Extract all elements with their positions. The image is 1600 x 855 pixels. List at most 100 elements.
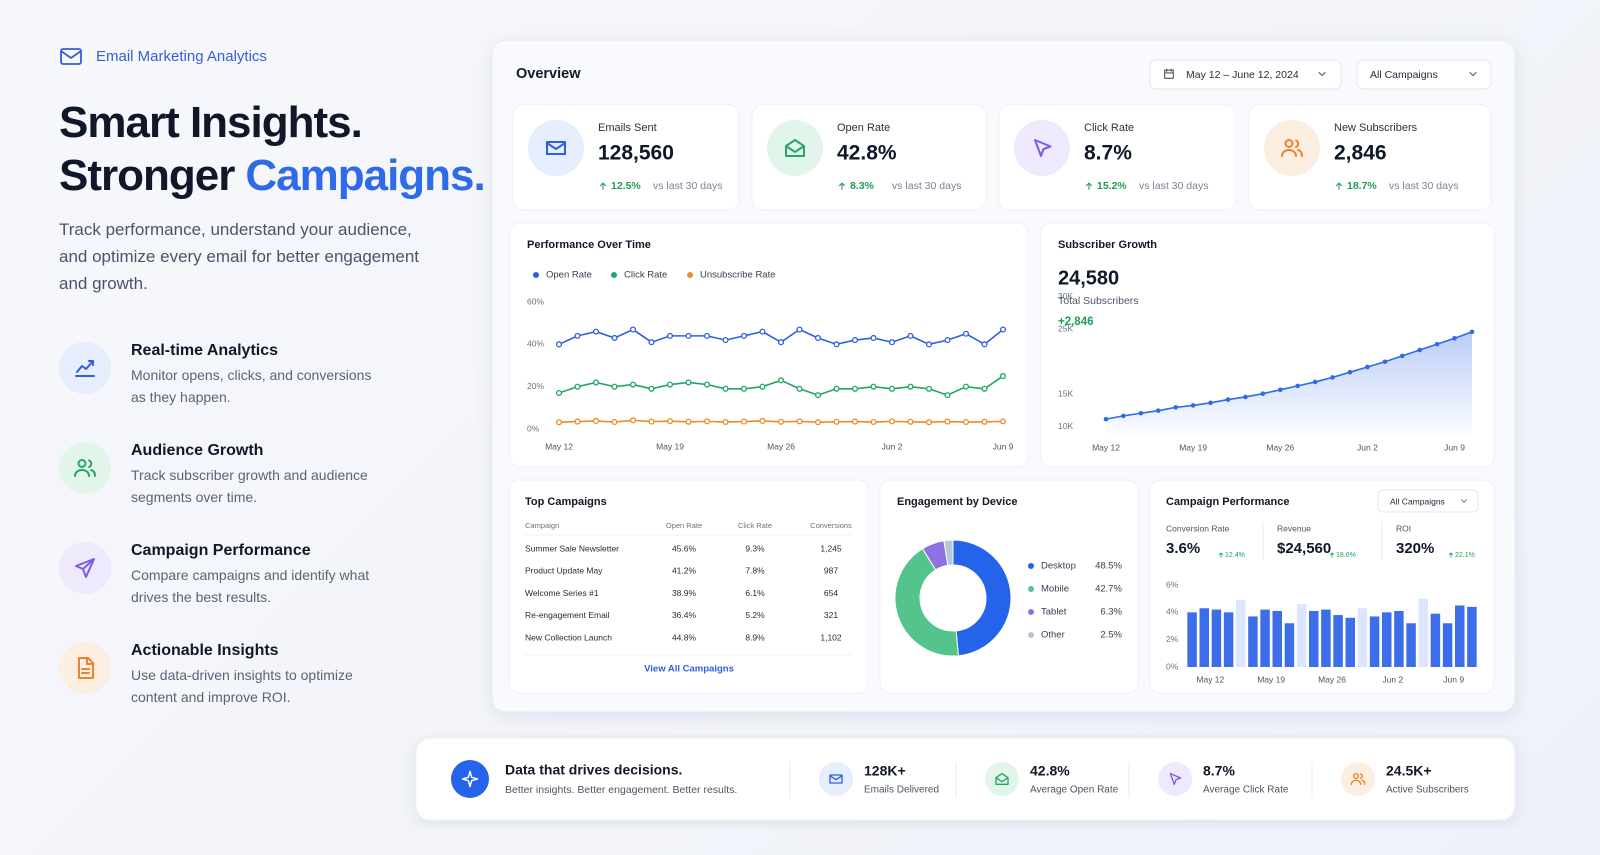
data-point xyxy=(833,385,840,392)
data-point xyxy=(1277,387,1283,393)
icon xyxy=(1350,773,1366,786)
data-point xyxy=(648,418,655,425)
legend-label: Open Rate xyxy=(546,270,592,281)
data-point xyxy=(574,383,581,390)
total-value: 24,580 xyxy=(1058,267,1119,289)
data-point xyxy=(870,418,877,426)
icon xyxy=(1034,139,1052,157)
data-point xyxy=(611,334,618,342)
y-tick-label: 40% xyxy=(527,339,544,349)
bar xyxy=(1296,604,1307,667)
feature-text: Use data-driven insights to optimize con… xyxy=(131,667,353,705)
x-tick-label: Jun 9 xyxy=(993,441,1014,451)
data-point xyxy=(888,418,896,425)
stat-change: 22.1% xyxy=(1455,552,1475,559)
bar xyxy=(1223,612,1234,667)
icon-path xyxy=(785,139,805,157)
data-point xyxy=(851,418,859,425)
kpi-change: 18.7% xyxy=(1347,180,1377,192)
icon-path xyxy=(1350,773,1366,786)
feature-text: Compare campaigns and identify what driv… xyxy=(131,567,370,605)
x-tick-label: May 12 xyxy=(1092,442,1120,452)
data-point xyxy=(907,418,914,425)
kpi-note: vs last 30 days xyxy=(1139,180,1208,192)
bar xyxy=(1394,610,1404,667)
campaign-filter[interactable] xyxy=(1377,489,1479,513)
data-point xyxy=(814,334,822,342)
kpi-note: vs last 30 days xyxy=(653,180,722,192)
footer-stat-value: 24.5K+ xyxy=(1386,763,1432,779)
x-tick-label: Jun 2 xyxy=(1382,674,1403,684)
headline: Smart Insights. xyxy=(59,98,363,147)
table-cell: Welcome Series #1 xyxy=(525,588,599,598)
data-point xyxy=(1330,375,1335,380)
bar xyxy=(1345,617,1355,667)
data-point xyxy=(907,332,914,339)
stat-label: ROI xyxy=(1396,523,1411,533)
data-point xyxy=(814,419,822,426)
data-point xyxy=(555,419,563,426)
feature: Real-time Analytics Monitor opens, clicks… xyxy=(131,342,381,408)
legend-marker xyxy=(687,272,693,278)
feature-title: Real-time Analytics xyxy=(131,342,279,359)
bar xyxy=(1199,608,1209,667)
table-header: Open Rate xyxy=(666,521,702,530)
feature-title: Actionable Insights xyxy=(131,642,279,659)
icon xyxy=(1461,499,1467,503)
table-title: Top Campaigns xyxy=(525,496,607,508)
y-tick-label: 15K xyxy=(1058,389,1073,399)
campaign-filter[interactable] xyxy=(1356,59,1492,90)
bar xyxy=(1369,616,1380,667)
bar xyxy=(1455,605,1465,667)
data-point xyxy=(999,373,1007,380)
y-tick-label: 10K xyxy=(1058,421,1073,431)
data-point xyxy=(1365,364,1370,370)
legend-marker xyxy=(611,272,617,278)
bar xyxy=(1442,623,1453,667)
icon-path xyxy=(1335,182,1343,190)
data-point xyxy=(629,381,637,388)
kpi-change: 12.5% xyxy=(611,180,641,192)
x-tick-label: May 19 xyxy=(1257,674,1285,684)
data-point xyxy=(925,385,933,392)
data-point xyxy=(796,385,803,392)
data-point xyxy=(703,418,711,425)
data-point xyxy=(833,341,840,348)
stat-value: 3.6% xyxy=(1166,540,1200,557)
table-cell: Re-engagement Email xyxy=(525,610,610,620)
y-tick-label: 2% xyxy=(1166,634,1179,644)
kpi-value: 8.7% xyxy=(1084,142,1132,165)
data-point xyxy=(796,326,803,333)
data-point xyxy=(1225,397,1231,402)
icon xyxy=(1281,139,1303,157)
table-link[interactable]: View All Campaigns xyxy=(644,664,734,675)
table-cell: 38.9% xyxy=(672,588,697,598)
data-point xyxy=(574,418,581,425)
data-point xyxy=(833,418,840,425)
footer-icon-bg xyxy=(451,760,489,798)
date-filter[interactable] xyxy=(1149,59,1342,90)
data-point xyxy=(555,341,563,348)
icon xyxy=(1318,72,1326,76)
donut-slice xyxy=(894,547,960,657)
overview-title: Overview xyxy=(516,66,581,82)
legend-marker xyxy=(1028,586,1034,592)
x-tick-label: Jun 2 xyxy=(1357,442,1378,452)
icon xyxy=(74,459,96,477)
x-tick-label: Jun 9 xyxy=(1443,674,1464,684)
card xyxy=(509,222,1029,468)
bar xyxy=(1321,609,1331,667)
value-label: 6.3% xyxy=(1100,607,1122,618)
x-tick-label: Jun 2 xyxy=(882,441,903,451)
icon xyxy=(1085,182,1093,190)
data-point xyxy=(1347,369,1353,375)
data-point xyxy=(592,328,600,335)
bar xyxy=(1357,608,1368,667)
table-cell: 45.6% xyxy=(672,543,697,553)
icon xyxy=(829,774,843,784)
icon xyxy=(1329,552,1335,558)
data-point xyxy=(703,332,711,339)
data-point xyxy=(925,419,933,426)
table-header: Campaign xyxy=(525,521,559,530)
data-point xyxy=(962,418,970,426)
